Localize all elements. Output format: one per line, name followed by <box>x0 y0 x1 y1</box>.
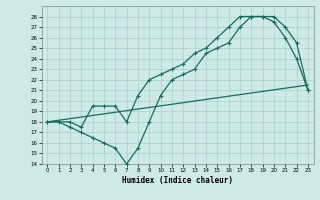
X-axis label: Humidex (Indice chaleur): Humidex (Indice chaleur) <box>122 176 233 185</box>
